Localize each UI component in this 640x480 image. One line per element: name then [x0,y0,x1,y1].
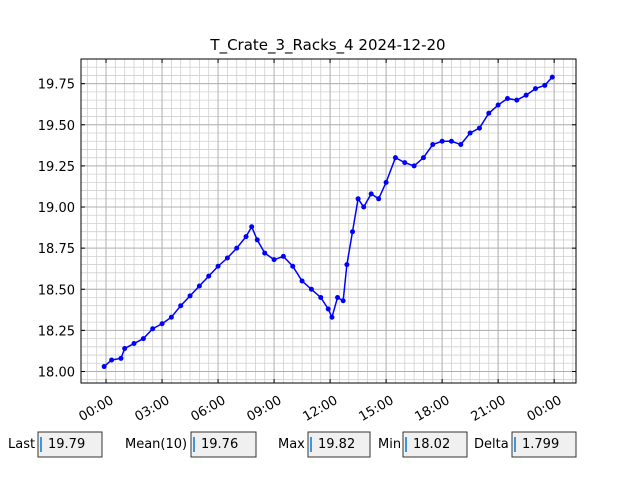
data-point [290,263,296,269]
data-point [206,273,212,279]
data-point [118,355,124,361]
data-point [325,306,331,312]
data-point [458,142,464,148]
stat-box [511,431,577,458]
data-point [376,196,382,202]
stat-label: Min [378,437,401,452]
stat-label: Mean(10) [125,437,187,452]
y-tick-label: 18.50 [38,283,75,298]
stat-box [190,431,257,458]
data-point [254,237,260,243]
data-point [150,326,156,332]
data-point [234,245,240,251]
data-point [514,97,520,103]
data-point [448,138,454,144]
stat-label: Delta [474,437,509,452]
y-tick-label: 18.75 [38,242,75,257]
data-point [439,138,445,144]
y-tick-label: 18.25 [38,324,75,339]
chart-title: T_Crate_3_Racks_4 2024-12-20 [209,36,445,55]
data-point [249,224,255,230]
data-point [168,314,174,320]
data-point [101,364,107,370]
data-point [467,130,473,136]
data-point [299,278,305,284]
stat-value: 19.82 [318,437,355,452]
stat-box [307,431,371,458]
y-tick-label: 18.00 [38,365,75,380]
data-point [215,263,221,269]
data-point [495,102,501,108]
data-point [368,191,374,197]
data-point [271,257,277,263]
data-point [196,283,202,289]
data-point [159,321,165,327]
data-point [187,293,193,299]
data-point [243,234,249,240]
data-point [262,250,268,256]
data-point [430,142,436,148]
data-point [542,82,548,88]
stat-value: 19.79 [48,437,85,452]
y-tick-label: 19.00 [38,201,75,216]
data-point [349,229,355,235]
data-point [318,294,324,300]
stat-label: Last [8,437,35,452]
data-point [486,110,492,116]
data-point [504,95,510,101]
data-point [383,179,389,185]
data-point [476,125,482,131]
y-tick-label: 19.75 [38,78,75,93]
data-point [361,204,367,210]
stat-value: 19.76 [201,437,238,452]
data-point [140,336,146,342]
data-point [122,345,128,351]
plot-frame [80,58,577,384]
data-point [335,294,341,300]
data-point [355,196,361,202]
data-point [532,86,538,92]
data-point [344,262,350,268]
data-point [411,163,417,169]
stat-value: 1.799 [522,437,559,452]
data-point [549,74,555,80]
stat-label: Max [278,437,305,452]
stat-box [402,431,468,458]
data-point [392,155,398,161]
stat-value: 18.02 [413,437,450,452]
y-tick-label: 19.50 [38,119,75,134]
data-point [329,314,335,320]
data-point [131,341,137,347]
data-point [308,286,314,292]
data-point [224,255,230,261]
data-point [340,298,346,304]
data-point [402,160,408,166]
data-point [178,303,184,309]
data-point [523,92,529,98]
stat-box [37,431,103,458]
data-point [109,357,115,363]
data-point [280,253,286,259]
data-point [420,155,426,161]
y-tick-label: 19.25 [38,160,75,175]
